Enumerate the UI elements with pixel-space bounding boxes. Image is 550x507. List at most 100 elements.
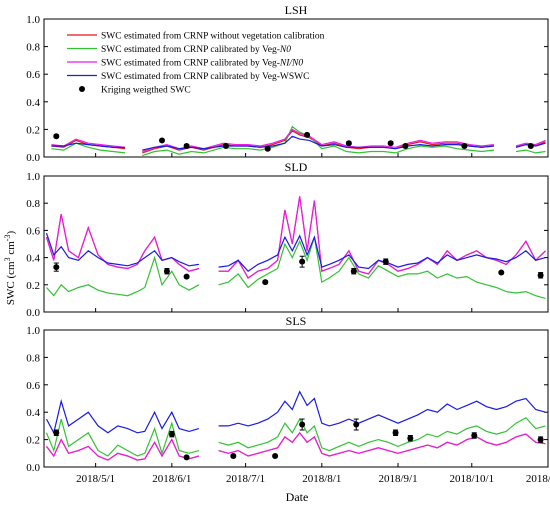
- kriging-point: [471, 432, 478, 439]
- legend-label: SWC estimated from CRNP calibrated by Ve…: [101, 44, 291, 55]
- plot-frame: [43, 175, 549, 313]
- kriging-point: [537, 436, 544, 443]
- legend-label-text: SWC estimated from CRNP without vegetati…: [101, 31, 325, 42]
- y-tick-label: 1.0: [26, 14, 40, 26]
- legend-label: SWC estimated from CRNP without vegetati…: [101, 31, 325, 42]
- kriging-point: [183, 142, 190, 149]
- x-tick-label: 2018/5/1: [76, 473, 115, 485]
- kriging-point: [222, 142, 229, 149]
- legend-label-italic: NI/N0: [279, 59, 303, 69]
- legend-marker: [79, 86, 85, 92]
- kriging-point: [304, 131, 311, 138]
- legend-label: SWC estimated from CRNP calibrated by Ve…: [101, 71, 309, 82]
- x-tick-label: 2018/10/1: [449, 473, 494, 485]
- kriging-point: [299, 421, 306, 428]
- y-tick-label: 0.6: [26, 69, 40, 81]
- y-axis-label-group: SWC (cm3 cm-3): [3, 231, 17, 306]
- kriging-point: [272, 453, 279, 460]
- legend-label-italic: N0: [279, 45, 291, 55]
- series-line-veg_n0: [46, 237, 546, 299]
- kriging-point: [353, 421, 360, 428]
- series-line-veg_nin0: [51, 128, 546, 153]
- series-line-veg_wswc: [51, 135, 546, 151]
- y-tick-label: 0.2: [26, 124, 40, 136]
- y-tick-label: 0.0: [26, 462, 40, 474]
- panel-sls: 0.0 0.2 0.4 0.6 0.8 1.0 2018/5/1 2018/6/1 2018/7…: [26, 314, 550, 485]
- legend-item-veg_nin0: SWC estimated from CRNP calibrated by Ve…: [67, 58, 303, 69]
- series-line-veg_wswc: [45, 232, 546, 272]
- kriging-point: [299, 258, 306, 265]
- kriging-point: [461, 142, 468, 149]
- chart-panels: 0.0 0.2 0.4 0.6 0.8 1.0 LSH 0.0 0.2 0.4 0.6 0.8 1.0 S…: [26, 3, 550, 485]
- series-line-veg_wswc: [45, 390, 546, 435]
- kriging-point: [407, 435, 414, 442]
- series-line-veg_nin0: [46, 431, 546, 461]
- y-tick-label: 1.0: [26, 171, 40, 183]
- panel-title: LSH: [285, 3, 308, 17]
- plot-frame: [43, 18, 549, 158]
- series-line-veg_nin0: [45, 196, 546, 279]
- panel-lsh: 0.0 0.2 0.4 0.6 0.8 1.0 LSH: [26, 3, 549, 164]
- legend-label-text: SWC estimated from CRNP calibrated by Ve…: [101, 58, 280, 69]
- kriging-point: [498, 269, 505, 276]
- y-tick-label: 0.0: [26, 152, 40, 164]
- kriging-point: [53, 429, 60, 436]
- x-axis-label: Date: [286, 490, 309, 504]
- kriging-point: [350, 268, 357, 275]
- x-tick-label: 2018/6/1: [152, 473, 191, 485]
- legend-item-veg_n0: SWC estimated from CRNP calibrated by Ve…: [67, 44, 291, 55]
- y-tick-label: 0.0: [26, 307, 40, 319]
- legend-label: SWC estimated from CRNP calibrated by Ve…: [101, 58, 303, 69]
- x-tick-label: 2018/9/1: [378, 473, 417, 485]
- kriging-point: [53, 264, 60, 271]
- x-tick-label: 2018/7/1: [226, 473, 265, 485]
- kriging-point: [168, 431, 175, 438]
- kriging-point: [382, 258, 389, 265]
- kriging-point: [183, 273, 190, 280]
- series-line-no_calibration: [45, 196, 546, 279]
- y-tick-label: 0.2: [26, 435, 40, 447]
- x-tick-label: 2018/11/1: [526, 473, 550, 485]
- x-tick-label: 2018/8/1: [302, 473, 341, 485]
- kriging-point: [159, 137, 166, 144]
- panel-title: SLS: [286, 314, 307, 328]
- kriging-point: [262, 279, 269, 286]
- kriging-point: [230, 453, 237, 460]
- legend-label: Kriging weigthed SWC: [101, 86, 191, 96]
- y-tick-label: 0.4: [26, 407, 40, 419]
- y-tick-label: 0.4: [26, 97, 40, 109]
- legend-item-veg_wswc: SWC estimated from CRNP calibrated by Ve…: [67, 71, 309, 82]
- y-tick-label: 0.8: [26, 42, 40, 54]
- kriging-point: [345, 140, 352, 147]
- legend-label-text: SWC estimated from CRNP calibrated by Ve…: [101, 71, 309, 82]
- y-tick-label: 0.6: [26, 225, 40, 237]
- series-line-veg_n0: [51, 125, 546, 157]
- plot-frame: [43, 329, 549, 468]
- panel-sld: 0.0 0.2 0.4 0.6 0.8 1.0 SLD: [26, 160, 549, 319]
- y-tick-label: 0.8: [26, 198, 40, 210]
- kriging-point: [537, 272, 544, 279]
- y-tick-label: 0.2: [26, 280, 40, 292]
- legend-label-text: Kriging weigthed SWC: [101, 86, 191, 96]
- kriging-point: [163, 268, 170, 275]
- y-tick-label: 0.4: [26, 253, 40, 265]
- panel-title: SLD: [285, 160, 308, 174]
- kriging-point: [402, 142, 409, 149]
- y-axis-label: SWC (cm3 cm-3): [3, 231, 17, 306]
- kriging-point: [392, 429, 399, 436]
- y-tick-label: 0.6: [26, 380, 40, 392]
- legend-label-text: SWC estimated from CRNP calibrated by Ve…: [101, 44, 280, 55]
- kriging-point: [53, 133, 60, 140]
- kriging-point: [183, 454, 190, 461]
- legend-item-no_calibration: SWC estimated from CRNP without vegetati…: [67, 31, 325, 42]
- legend: SWC estimated from CRNP without vegetati…: [67, 31, 325, 96]
- kriging-point: [387, 140, 394, 147]
- kriging-point: [264, 145, 271, 152]
- series-line-no_calibration: [51, 130, 546, 154]
- y-tick-label: 1.0: [26, 325, 40, 337]
- series-line-veg_n0: [45, 416, 546, 457]
- kriging-point: [527, 142, 534, 149]
- y-tick-label: 0.8: [26, 352, 40, 364]
- legend-item-kriging: Kriging weigthed SWC: [79, 86, 191, 96]
